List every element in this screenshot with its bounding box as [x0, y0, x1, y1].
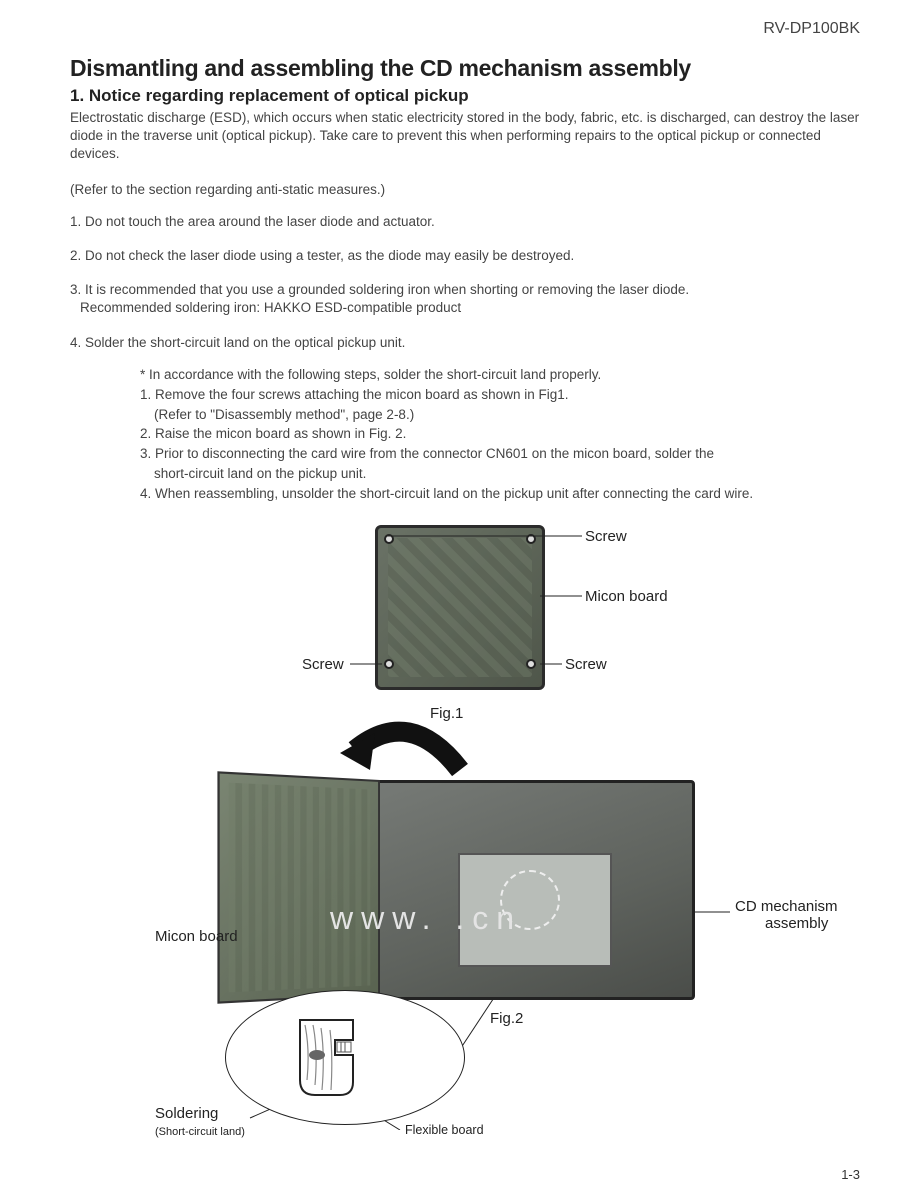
figures-area: Fig.1 Screw Micon board Screw Screw	[70, 510, 860, 1130]
substep-intro: * In accordance with the following steps…	[140, 366, 860, 385]
screw-dot-icon	[384, 534, 394, 544]
screw-dot-icon	[526, 534, 536, 544]
notice-item-3-line1: 3. It is recommended that you use a grou…	[70, 282, 689, 297]
label-screw-top: Screw	[585, 528, 627, 545]
fig1-board	[375, 525, 545, 690]
label-flexible-board: Flexible board	[405, 1123, 484, 1137]
notice-item-3: 3. It is recommended that you use a grou…	[70, 281, 860, 317]
label-soldering-sub: (Short-circuit land)	[155, 1126, 245, 1138]
substep-3b: short-circuit land on the pickup unit.	[154, 465, 860, 484]
label-soldering-main: Soldering	[155, 1105, 218, 1122]
intro-paragraph: Electrostatic discharge (ESD), which occ…	[70, 109, 860, 164]
model-number: RV-DP100BK	[763, 20, 860, 38]
substep-1b: (Refer to "Disassembly method", page 2-8…	[154, 406, 860, 425]
fig2-micon-board	[217, 771, 380, 1003]
rotate-arrow-icon	[340, 715, 480, 785]
substep-4: 4. When reassembling, unsolder the short…	[140, 485, 860, 504]
label-micon-board: Micon board	[585, 588, 668, 605]
substep-3a: 3. Prior to disconnecting the card wire …	[140, 445, 860, 464]
label-micon-board-2: Micon board	[155, 928, 238, 945]
notice-item-2: 2. Do not check the laser diode using a …	[70, 247, 860, 265]
cd-mechanism-icon	[500, 870, 560, 930]
screw-dot-icon	[384, 659, 394, 669]
label-cd-mech-l1: CD mechanism	[735, 898, 838, 915]
label-screw-left: Screw	[302, 656, 344, 673]
section-title: 1. Notice regarding replacement of optic…	[70, 86, 860, 106]
notice-item-1: 1. Do not touch the area around the lase…	[70, 213, 860, 231]
short-circuit-land-icon	[285, 1010, 355, 1100]
sub-steps: * In accordance with the following steps…	[140, 366, 860, 504]
page-number: 1-3	[841, 1167, 860, 1182]
notice-item-4: 4. Solder the short-circuit land on the …	[70, 334, 860, 352]
fig2-caption: Fig.2	[490, 1010, 523, 1027]
substep-2: 2. Raise the micon board as shown in Fig…	[140, 425, 860, 444]
substep-1a: 1. Remove the four screws attaching the …	[140, 386, 860, 405]
label-cd-mech-l2: assembly	[765, 915, 828, 932]
screw-dot-icon	[526, 659, 536, 669]
main-title: Dismantling and assembling the CD mechan…	[70, 55, 860, 82]
label-soldering: Soldering (Short-circuit land)	[155, 1105, 245, 1139]
label-cd-mechanism: CD mechanism assembly	[735, 898, 838, 933]
label-screw-right: Screw	[565, 656, 607, 673]
notice-item-3-line2: Recommended soldering iron: HAKKO ESD-co…	[80, 300, 461, 315]
refer-note: (Refer to the section regarding anti-sta…	[70, 182, 860, 197]
